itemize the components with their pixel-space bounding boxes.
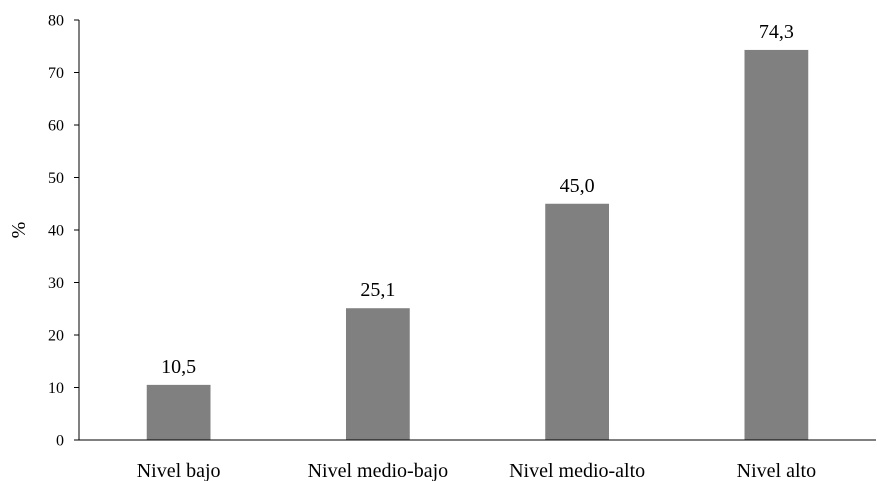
bars <box>146 49 809 441</box>
bar <box>744 49 809 441</box>
y-tick-label: 30 <box>48 275 64 292</box>
x-tick-label: Nivel bajo <box>137 460 221 481</box>
y-tick-label: 20 <box>48 328 64 345</box>
y-tick-label: 60 <box>48 118 64 135</box>
y-tick-label: 0 <box>56 433 64 450</box>
bar-value-label: 10,5 <box>161 356 196 378</box>
y-axis-ticks: 0 10 20 30 40 50 60 70 80 <box>48 13 79 450</box>
bar <box>146 384 211 440</box>
x-tick-label: Nivel medio-bajo <box>308 460 449 481</box>
y-axis-title: % <box>8 222 30 239</box>
data-labels: 10,5 25,1 45,0 74,3 <box>161 21 794 378</box>
bar <box>345 308 410 440</box>
y-tick-label: 10 <box>48 380 64 397</box>
bar-value-label: 74,3 <box>759 21 794 43</box>
bar-value-label: 25,1 <box>360 279 395 301</box>
bar-value-label: 45,0 <box>560 175 595 197</box>
y-tick-label: 50 <box>48 170 64 187</box>
x-axis-ticks: Nivel bajo Nivel medio-bajo Nivel medio-al… <box>137 460 816 481</box>
x-tick-label: Nivel medio-alto <box>509 460 645 481</box>
x-tick-label: Nivel alto <box>737 460 816 481</box>
y-tick-label: 80 <box>48 13 64 30</box>
bar <box>545 203 610 440</box>
y-tick-label: 40 <box>48 223 64 240</box>
y-tick-label: 70 <box>48 65 64 82</box>
